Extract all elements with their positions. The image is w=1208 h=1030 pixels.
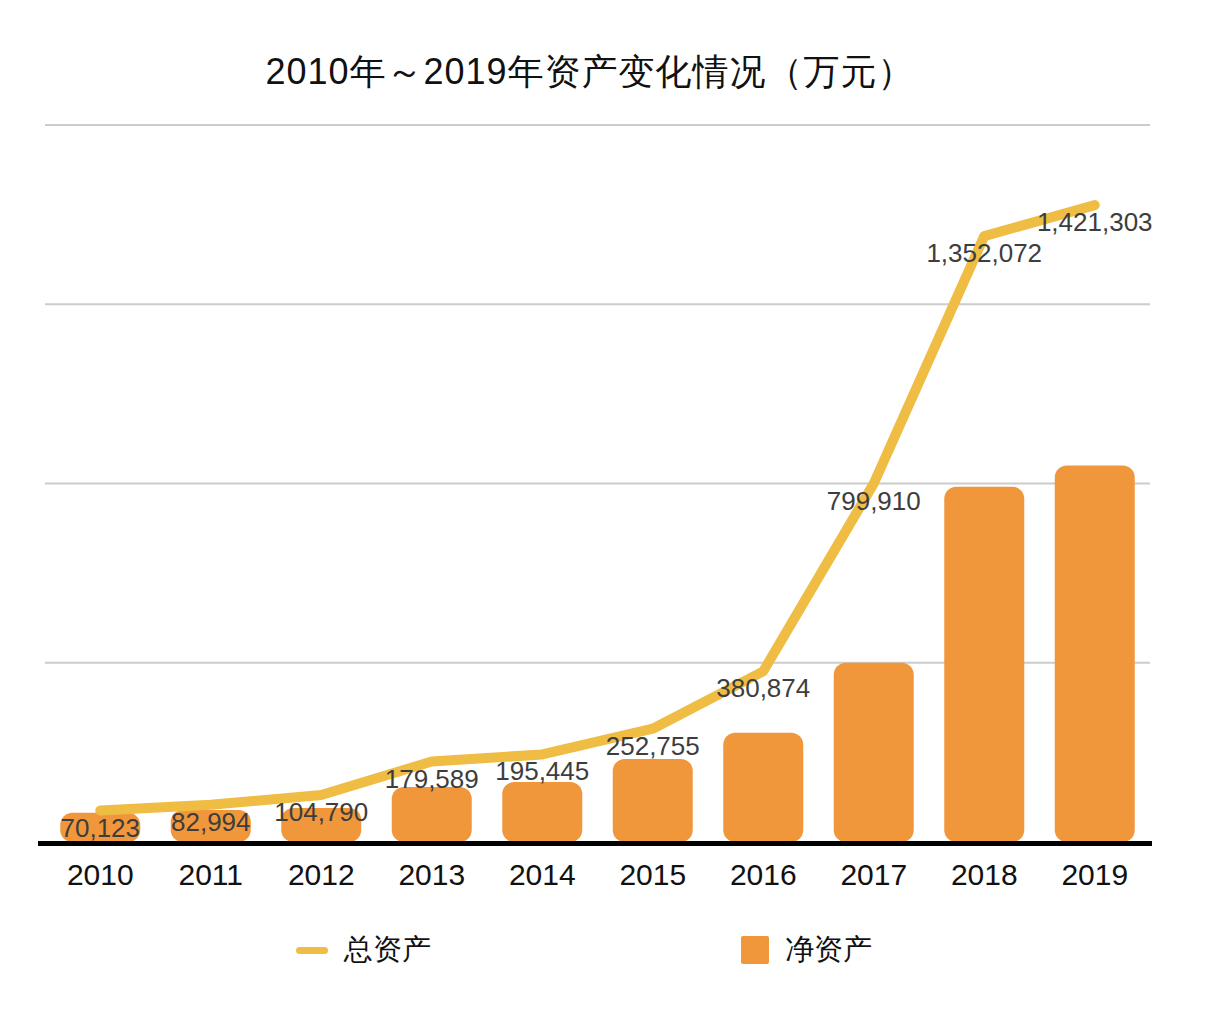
data-label-2010: 70,123	[60, 813, 140, 843]
legend-label-net-assets: 净资产	[785, 930, 872, 970]
x-axis-label-2010: 2010	[67, 858, 134, 891]
data-label-2017: 799,910	[827, 486, 921, 516]
data-label-2014: 195,445	[495, 756, 589, 786]
x-axis-label-2014: 2014	[509, 858, 576, 891]
bar-series-marker-icon	[741, 936, 769, 964]
x-axis-label-2019: 2019	[1061, 858, 1128, 891]
bar-2015	[613, 759, 693, 842]
chart-legend: 总资产 净资产	[0, 930, 1208, 970]
x-axis-label-2016: 2016	[730, 858, 797, 891]
legend-item-total-assets[interactable]: 总资产	[296, 930, 431, 970]
bar-2014	[502, 782, 582, 842]
x-axis-label-2017: 2017	[840, 858, 907, 891]
data-label-2016: 380,874	[716, 673, 810, 703]
data-label-2011: 82,994	[171, 807, 251, 837]
bar-2018	[944, 487, 1024, 842]
data-label-2013: 179,589	[385, 764, 479, 794]
data-label-2015: 252,755	[606, 731, 700, 761]
legend-item-net-assets[interactable]: 净资产	[741, 930, 872, 970]
x-axis-label-2015: 2015	[619, 858, 686, 891]
data-label-2018: 1,352,072	[926, 238, 1042, 268]
chart-plot: 70,123 82,994 104,790 179,589 195,445 252,755…	[0, 0, 1208, 1030]
line-series-marker-icon	[296, 947, 328, 954]
data-label-2019: 1,421,303	[1037, 207, 1153, 237]
bar-2019	[1055, 466, 1135, 842]
x-axis-label-2013: 2013	[398, 858, 465, 891]
bar-2013	[392, 787, 472, 842]
bar-2017	[834, 663, 914, 842]
legend-label-total-assets: 总资产	[344, 930, 431, 970]
x-axis-label-2018: 2018	[951, 858, 1018, 891]
x-axis-label-2012: 2012	[288, 858, 355, 891]
data-label-2012: 104,790	[274, 797, 368, 827]
bar-2016	[723, 733, 803, 842]
x-axis-label-2011: 2011	[178, 858, 243, 891]
